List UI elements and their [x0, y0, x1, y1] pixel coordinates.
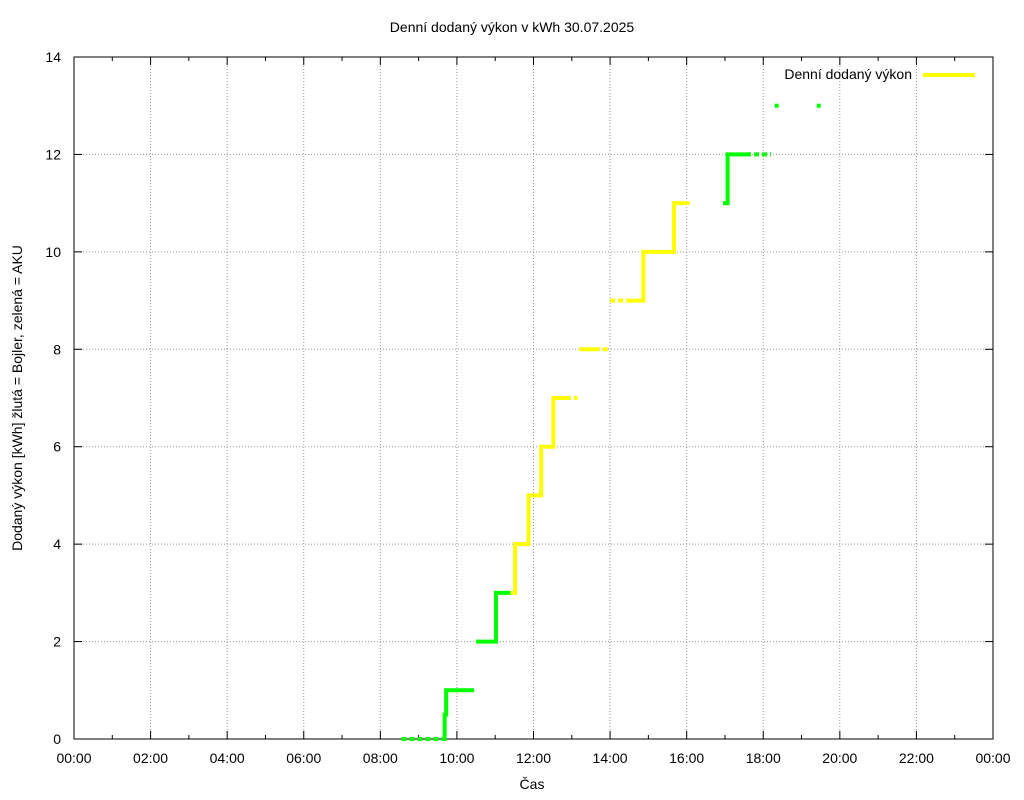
- series-step-line: [723, 152, 747, 206]
- data-point: [774, 103, 779, 108]
- series-step-line: [442, 688, 475, 741]
- x-tick-label: 06:00: [286, 750, 321, 766]
- x-tick-label: 04:00: [210, 750, 245, 766]
- x-tick-label: 22:00: [899, 750, 934, 766]
- x-tick-label: 20:00: [822, 750, 857, 766]
- x-tick-label: 00:00: [56, 750, 91, 766]
- legend-label: Denní dodaný výkon: [784, 66, 912, 82]
- y-tick-label: 4: [53, 536, 61, 552]
- x-tick-label: 02:00: [133, 750, 168, 766]
- x-tick-label: 14:00: [593, 750, 628, 766]
- series-step-line: [510, 396, 567, 595]
- y-tick-label: 12: [45, 146, 61, 162]
- y-tick-label: 8: [53, 341, 61, 357]
- y-tick-label: 14: [45, 49, 61, 65]
- y-axis-label: Dodaný výkon [kWh] žlutá = Bojler, zelen…: [9, 245, 25, 551]
- x-tick-label: 08:00: [363, 750, 398, 766]
- y-tick-label: 10: [45, 244, 61, 260]
- y-tick-label: 6: [53, 439, 61, 455]
- x-tick-label: 00:00: [975, 750, 1010, 766]
- series-step-line: [627, 201, 685, 303]
- x-tick-label: 18:00: [746, 750, 781, 766]
- y-tick-label: 2: [53, 634, 61, 650]
- chart-title: Denní dodaný výkon v kWh 30.07.2025: [389, 19, 635, 35]
- data-point: [816, 103, 821, 108]
- y-tick-label: 0: [53, 731, 61, 747]
- x-tick-label: 12:00: [516, 750, 551, 766]
- x-axis-label: Čas: [519, 776, 545, 792]
- series-step-line: [476, 590, 511, 644]
- x-tick-label: 10:00: [439, 750, 474, 766]
- x-tick-label: 16:00: [669, 750, 704, 766]
